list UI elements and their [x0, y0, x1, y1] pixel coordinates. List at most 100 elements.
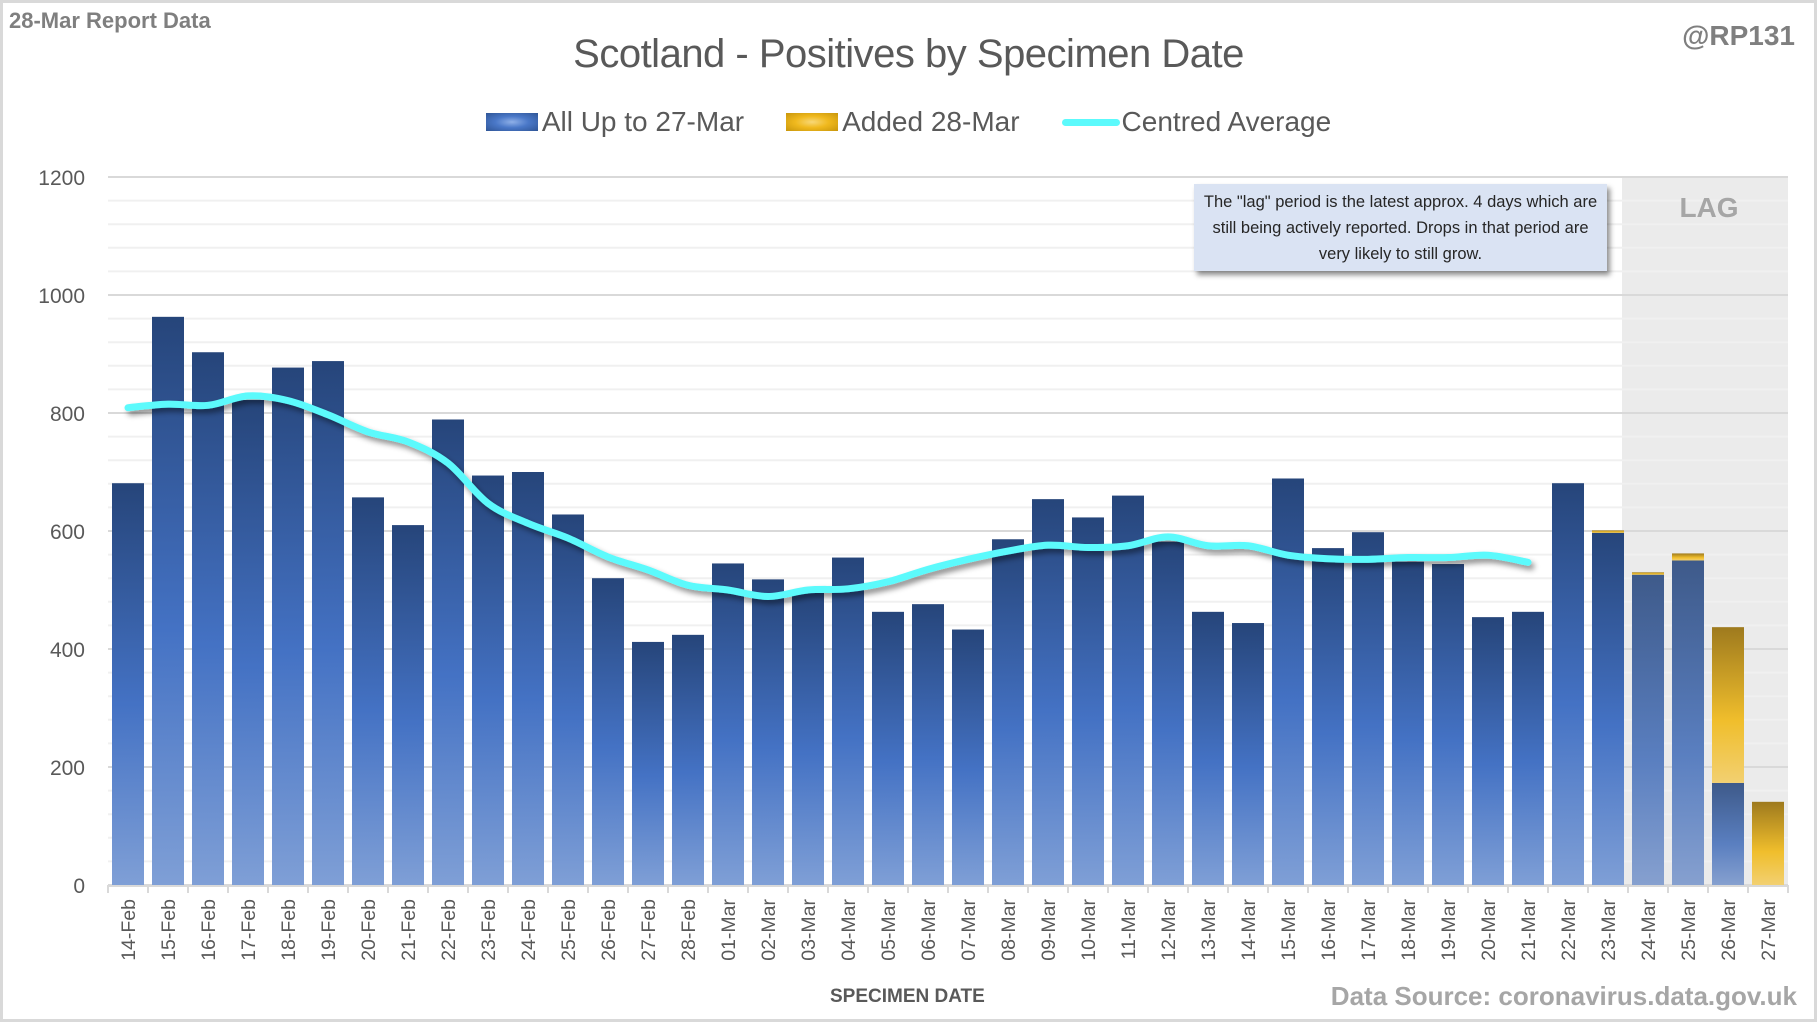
x-tick-label: 19-Feb [318, 899, 340, 961]
y-axis: 0 200 400 600 800 1000 1200 [38, 167, 85, 898]
x-tick-label: 12-Mar [1158, 899, 1180, 961]
y-tick-label: 600 [50, 521, 85, 544]
bar-all-up-to [432, 419, 464, 885]
bar-all-up-to [832, 557, 864, 885]
bar-all-up-to [1672, 560, 1704, 885]
bar-all-up-to [512, 472, 544, 885]
x-tick-label: 05-Mar [878, 899, 900, 961]
bar-added [1592, 530, 1624, 533]
x-tick-label: 26-Feb [598, 899, 620, 961]
bar-all-up-to [272, 367, 304, 885]
bar-all-up-to [1192, 611, 1224, 885]
bar-all-up-to [312, 361, 344, 886]
x-tick-label: 23-Mar [1598, 899, 1620, 961]
legend-swatch-blue [485, 113, 538, 131]
report-date-label: 28-Mar Report Data [9, 8, 211, 33]
x-tick-label: 06-Mar [918, 899, 940, 961]
x-tick-label: 21-Feb [398, 899, 420, 961]
x-tick-label: 17-Feb [238, 899, 260, 961]
bar-all-up-to [152, 316, 184, 886]
x-tick-label: 18-Mar [1398, 899, 1420, 961]
legend-label-all: All Up to 27-Mar [541, 106, 745, 137]
x-tick-label: 10-Mar [1078, 899, 1100, 961]
lag-label: LAG [1679, 192, 1738, 223]
x-tick-label: 02-Mar [758, 899, 780, 961]
bar-all-up-to [1112, 495, 1144, 885]
x-tick-label: 26-Mar [1718, 899, 1740, 961]
bar-all-up-to [1392, 561, 1424, 885]
x-tick-label: 20-Feb [358, 899, 380, 961]
x-tick-label: 25-Mar [1678, 899, 1700, 961]
legend-item-average: Centred Average [1061, 106, 1332, 138]
y-tick-label: 200 [50, 757, 85, 780]
x-tick-label: 24-Mar [1638, 899, 1660, 961]
bar-all-up-to [792, 592, 824, 885]
y-tick-label: 1200 [38, 167, 85, 190]
bars-group [112, 316, 1784, 886]
legend-swatch-gold [786, 113, 839, 131]
x-axis: 14-Feb 15-Feb 16-Feb 17-Feb 18-Feb 19-Feb 20-F… [107, 885, 1789, 961]
bar-all-up-to [192, 352, 224, 886]
x-axis-title: SPECIMEN DATE [830, 986, 985, 1007]
bar-added [1632, 572, 1664, 575]
x-tick-label: 16-Feb [198, 899, 220, 961]
gridlines [108, 176, 1788, 886]
bar-all-up-to [1272, 478, 1304, 885]
bar-all-up-to [872, 611, 904, 885]
bar-all-up-to [992, 539, 1024, 885]
bar-all-up-to [1512, 611, 1544, 885]
bar-all-up-to [632, 641, 664, 885]
x-tick-label: 03-Mar [798, 899, 820, 961]
x-tick-label: 07-Mar [958, 899, 980, 961]
bar-all-up-to [1632, 573, 1664, 885]
lag-note-text: The "lag" period is the latest approx. 4… [1203, 192, 1598, 263]
legend-label-average: Centred Average [1121, 106, 1332, 137]
bar-all-up-to [752, 579, 784, 885]
x-tick-label: 21-Mar [1518, 899, 1540, 961]
bar-all-up-to [592, 578, 624, 885]
x-tick-label: 16-Mar [1318, 899, 1340, 961]
bar-all-up-to [1712, 782, 1744, 885]
bar-all-up-to [112, 483, 144, 885]
y-tick-label: 400 [50, 639, 85, 662]
y-tick-label: 800 [50, 403, 85, 426]
legend-swatch-line [1061, 118, 1120, 126]
y-tick-label: 1000 [38, 285, 85, 308]
x-tick-label: 08-Mar [998, 899, 1020, 961]
legend-item-all: All Up to 27-Mar [485, 106, 745, 138]
x-tick-label: 13-Mar [1198, 899, 1220, 961]
data-source: Data Source: coronavirus.data.gov.uk [1330, 981, 1797, 1011]
bar-all-up-to [672, 634, 704, 885]
bar-all-up-to [1472, 617, 1504, 885]
bar-all-up-to [1072, 517, 1104, 885]
x-tick-label: 17-Mar [1358, 899, 1380, 961]
x-tick-label: 04-Mar [838, 899, 860, 961]
x-tick-label: 09-Mar [1038, 899, 1060, 961]
x-tick-label: 01-Mar [718, 899, 740, 961]
x-tick-label: 27-Mar [1758, 899, 1780, 961]
average-line-group [124, 392, 1532, 600]
bar-all-up-to [1352, 532, 1384, 885]
chart-title: Scotland - Positives by Specimen Date [573, 32, 1244, 76]
x-tick-label: 14-Feb [118, 899, 140, 961]
average-line [124, 392, 1532, 600]
x-tick-label: 25-Feb [558, 899, 580, 961]
x-tick-label: 20-Mar [1478, 899, 1500, 961]
bar-all-up-to [1312, 548, 1344, 885]
bar-all-up-to [1592, 532, 1624, 885]
x-tick-label: 22-Mar [1558, 899, 1580, 961]
y-tick-label: 0 [73, 875, 85, 898]
x-tick-label: 18-Feb [278, 899, 300, 961]
lag-note-box: The "lag" period is the latest approx. 4… [1194, 184, 1607, 271]
bar-all-up-to [1552, 483, 1584, 885]
bar-all-up-to [1432, 564, 1464, 885]
legend-item-added: Added 28-Mar [786, 106, 1020, 138]
bar-all-up-to [952, 629, 984, 885]
x-tick-label: 27-Feb [638, 899, 660, 961]
bar-all-up-to [1152, 541, 1184, 885]
bar-all-up-to [712, 563, 744, 885]
x-tick-label: 24-Feb [518, 899, 540, 961]
bar-all-up-to [352, 497, 384, 885]
bar-all-up-to [392, 525, 424, 885]
